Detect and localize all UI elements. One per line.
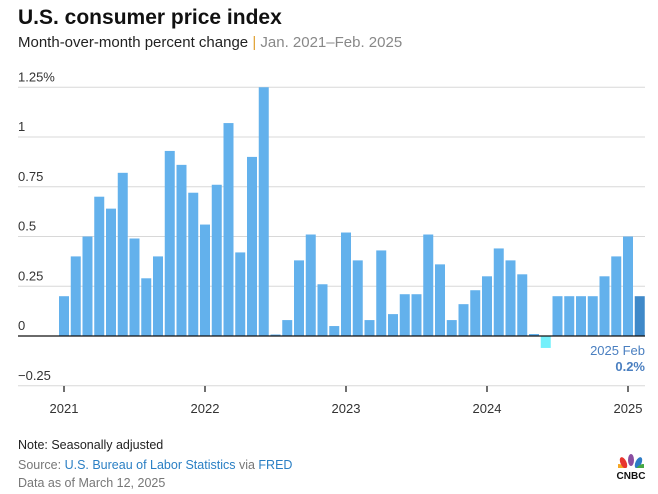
bar	[59, 296, 69, 336]
bar	[106, 208, 116, 336]
data-as-of: Data as of March 12, 2025	[18, 476, 166, 490]
bar	[493, 248, 504, 336]
bar	[223, 123, 234, 336]
bar	[341, 232, 351, 336]
bar	[552, 296, 563, 336]
bar	[211, 184, 222, 336]
annotation-label: 2025 Feb	[590, 343, 645, 358]
note: Note: Seasonally adjusted	[18, 438, 164, 452]
bar	[564, 296, 575, 336]
bar	[623, 236, 633, 336]
bar	[164, 150, 175, 336]
bar	[376, 250, 387, 336]
subtitle-separator: |	[252, 34, 257, 51]
bar	[599, 276, 610, 336]
bar	[458, 304, 469, 336]
bar	[388, 314, 398, 336]
bar-chart: −0.25 0 0.25 0.5 0.75 1 1.25% 2021 2022 2023 2024 2…	[18, 69, 645, 416]
cnbc-logo: CNBC	[614, 452, 648, 482]
x-tick-label: 2025	[614, 401, 643, 416]
bar	[235, 252, 246, 336]
y-tick-label: 0	[18, 318, 25, 333]
source-link-fred[interactable]: FRED	[258, 458, 293, 472]
logo-text: CNBC	[616, 471, 646, 482]
source-prefix: Source:	[18, 458, 65, 472]
chart-title: U.S. consumer price index	[18, 6, 282, 29]
bar	[270, 334, 281, 336]
bar	[352, 260, 363, 336]
bar	[317, 284, 328, 336]
y-tick-label: 0.75	[18, 169, 43, 184]
bar	[423, 234, 434, 336]
bar	[435, 264, 445, 336]
bar	[70, 256, 81, 336]
x-tick-label: 2024	[473, 401, 502, 416]
bar	[188, 192, 199, 336]
y-tick-label: 0.25	[18, 268, 43, 283]
bar	[611, 256, 622, 336]
bar	[411, 294, 422, 336]
source-mid: via	[235, 458, 259, 472]
bar	[117, 172, 128, 336]
bar	[129, 238, 140, 336]
bar	[446, 320, 457, 336]
bar	[94, 196, 105, 336]
bar	[634, 296, 645, 336]
source: Source: U.S. Bureau of Labor Statistics …	[18, 458, 292, 472]
bar	[82, 236, 93, 336]
bar	[364, 320, 375, 336]
bar	[540, 336, 551, 348]
peacock-icon	[616, 454, 646, 473]
bar	[282, 320, 293, 336]
bar	[294, 260, 304, 336]
bar	[329, 326, 340, 336]
annotation-value: 0.2%	[615, 359, 645, 374]
bar	[153, 256, 163, 336]
y-tick-label: −0.25	[18, 368, 51, 383]
bar	[505, 260, 516, 336]
bar	[470, 290, 481, 336]
chart-subtitle: Month-over-month percent change | Jan. 2…	[18, 34, 402, 51]
bar	[141, 278, 152, 336]
x-tick-label: 2022	[191, 401, 220, 416]
y-tick-label: 1.25%	[18, 69, 55, 84]
bar	[517, 274, 528, 336]
bar	[247, 156, 257, 336]
bar	[305, 234, 316, 336]
bar	[176, 164, 187, 336]
bar	[200, 224, 210, 336]
x-tick-label: 2023	[332, 401, 361, 416]
subtitle-range: Jan. 2021–Feb. 2025	[260, 34, 403, 51]
subtitle-text: Month-over-month percent change	[18, 34, 249, 51]
x-tick-label: 2021	[50, 401, 79, 416]
bar	[258, 87, 269, 336]
bar	[399, 294, 410, 336]
bar	[587, 296, 598, 336]
y-tick-label: 0.5	[18, 219, 36, 234]
source-link-bls[interactable]: U.S. Bureau of Labor Statistics	[64, 458, 236, 472]
bar	[529, 334, 539, 336]
y-tick-label: 1	[18, 119, 25, 134]
bar	[482, 276, 492, 336]
bar	[576, 296, 586, 336]
